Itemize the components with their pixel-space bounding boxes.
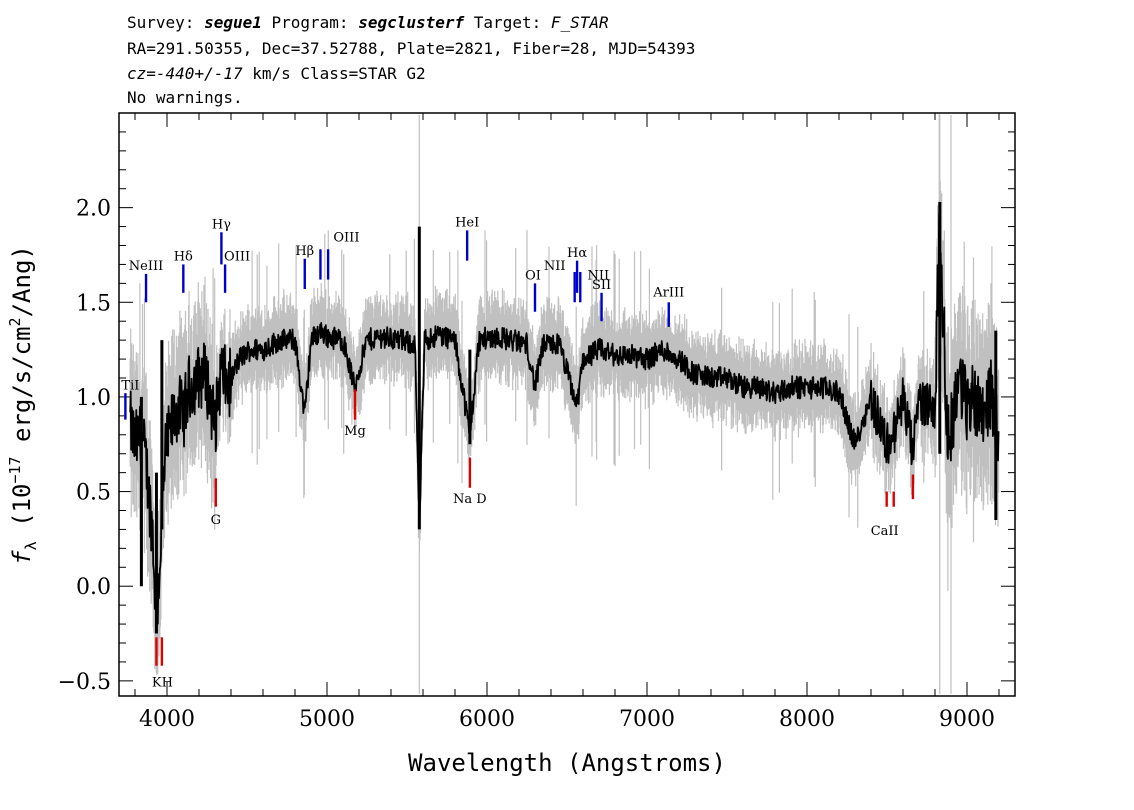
line-label: Hβ: [295, 244, 314, 259]
line-label: CaII: [871, 524, 899, 539]
header-line-2: RA=291.50355, Dec=37.52788, Plate=2821, …: [127, 39, 695, 58]
line-label: Na D: [453, 492, 487, 507]
error-band-path: [129, 114, 1000, 694]
y-axis-mid: erg/s/cm: [8, 326, 36, 456]
survey-value: segue1: [204, 13, 262, 32]
flux-line: [129, 212, 1000, 629]
line-label: OIII: [224, 250, 250, 265]
x-tick-label: 9000: [939, 707, 995, 732]
line-label: OIII: [333, 231, 359, 246]
cz-value: -440+/-17: [156, 64, 243, 83]
line-label: NII: [587, 269, 609, 284]
axis-ticks: [119, 113, 1015, 696]
plot-frame: [118, 112, 1016, 697]
header-line-1: Survey: segue1 Program: segclusterf Targ…: [127, 13, 609, 32]
x-tick-label: 8000: [779, 707, 835, 732]
line-label: ArIII: [652, 286, 684, 301]
line-label: Hγ: [212, 217, 231, 232]
y-tick-label: 1.0: [76, 386, 111, 411]
line-label: TiI: [121, 378, 139, 393]
cz-label: cz=: [127, 64, 156, 83]
y-axis-close: /Ang): [8, 245, 36, 317]
program-value: segclusterf: [358, 13, 464, 32]
line-label: Hα: [567, 246, 587, 261]
x-axis-title: Wavelength (Angstroms): [408, 749, 726, 777]
error-band: [129, 114, 1000, 694]
y-tick-label: 2.0: [76, 197, 111, 222]
program-label: Program:: [262, 13, 358, 32]
y-axis-f: f: [8, 550, 36, 565]
y-axis-title: fλ (10−17 erg/s/cm2/Ang): [6, 245, 40, 565]
x-tick-label: 4000: [139, 707, 195, 732]
survey-label: Survey:: [127, 13, 204, 32]
line-label: KH: [152, 676, 173, 691]
target-label: Target:: [464, 13, 551, 32]
y-tick-label: 0.0: [76, 575, 111, 600]
line-label: OI: [525, 269, 541, 284]
line-label: HeI: [455, 216, 479, 231]
y-axis-open: (10: [8, 484, 36, 542]
line-label: Hδ: [174, 250, 193, 265]
line-label: NII: [544, 259, 566, 274]
header-line-3: cz=-440+/-17 km/s Class=STAR G2: [127, 64, 426, 83]
x-tick-label: 5000: [299, 707, 355, 732]
line-label: G: [211, 513, 221, 528]
x-tick-label: 7000: [619, 707, 675, 732]
line-label: SII: [592, 278, 611, 293]
flux-series: [129, 201, 1000, 634]
y-tick-label: 0.5: [76, 481, 111, 506]
line-label: NeIII: [129, 259, 163, 274]
header: Survey: segue1 Program: segclusterf Targ…: [127, 13, 695, 107]
y-axis-sq: 2: [6, 317, 24, 326]
line-label: Mg: [344, 424, 366, 439]
y-axis-exp: −17: [6, 456, 24, 483]
cz-unit: km/s Class=STAR G2: [243, 64, 426, 83]
x-tick-labels: 4000 5000 6000 7000 8000 9000: [139, 707, 995, 732]
y-tick-label: 1.5: [76, 291, 111, 316]
target-value: F_STAR: [551, 13, 609, 32]
header-line-4: No warnings.: [127, 88, 243, 107]
y-tick-labels: −0.5 0.0 0.5 1.0 1.5 2.0: [58, 197, 111, 695]
y-axis-lambda: λ: [22, 541, 40, 550]
y-tick-label: −0.5: [58, 670, 111, 695]
x-tick-label: 6000: [459, 707, 515, 732]
